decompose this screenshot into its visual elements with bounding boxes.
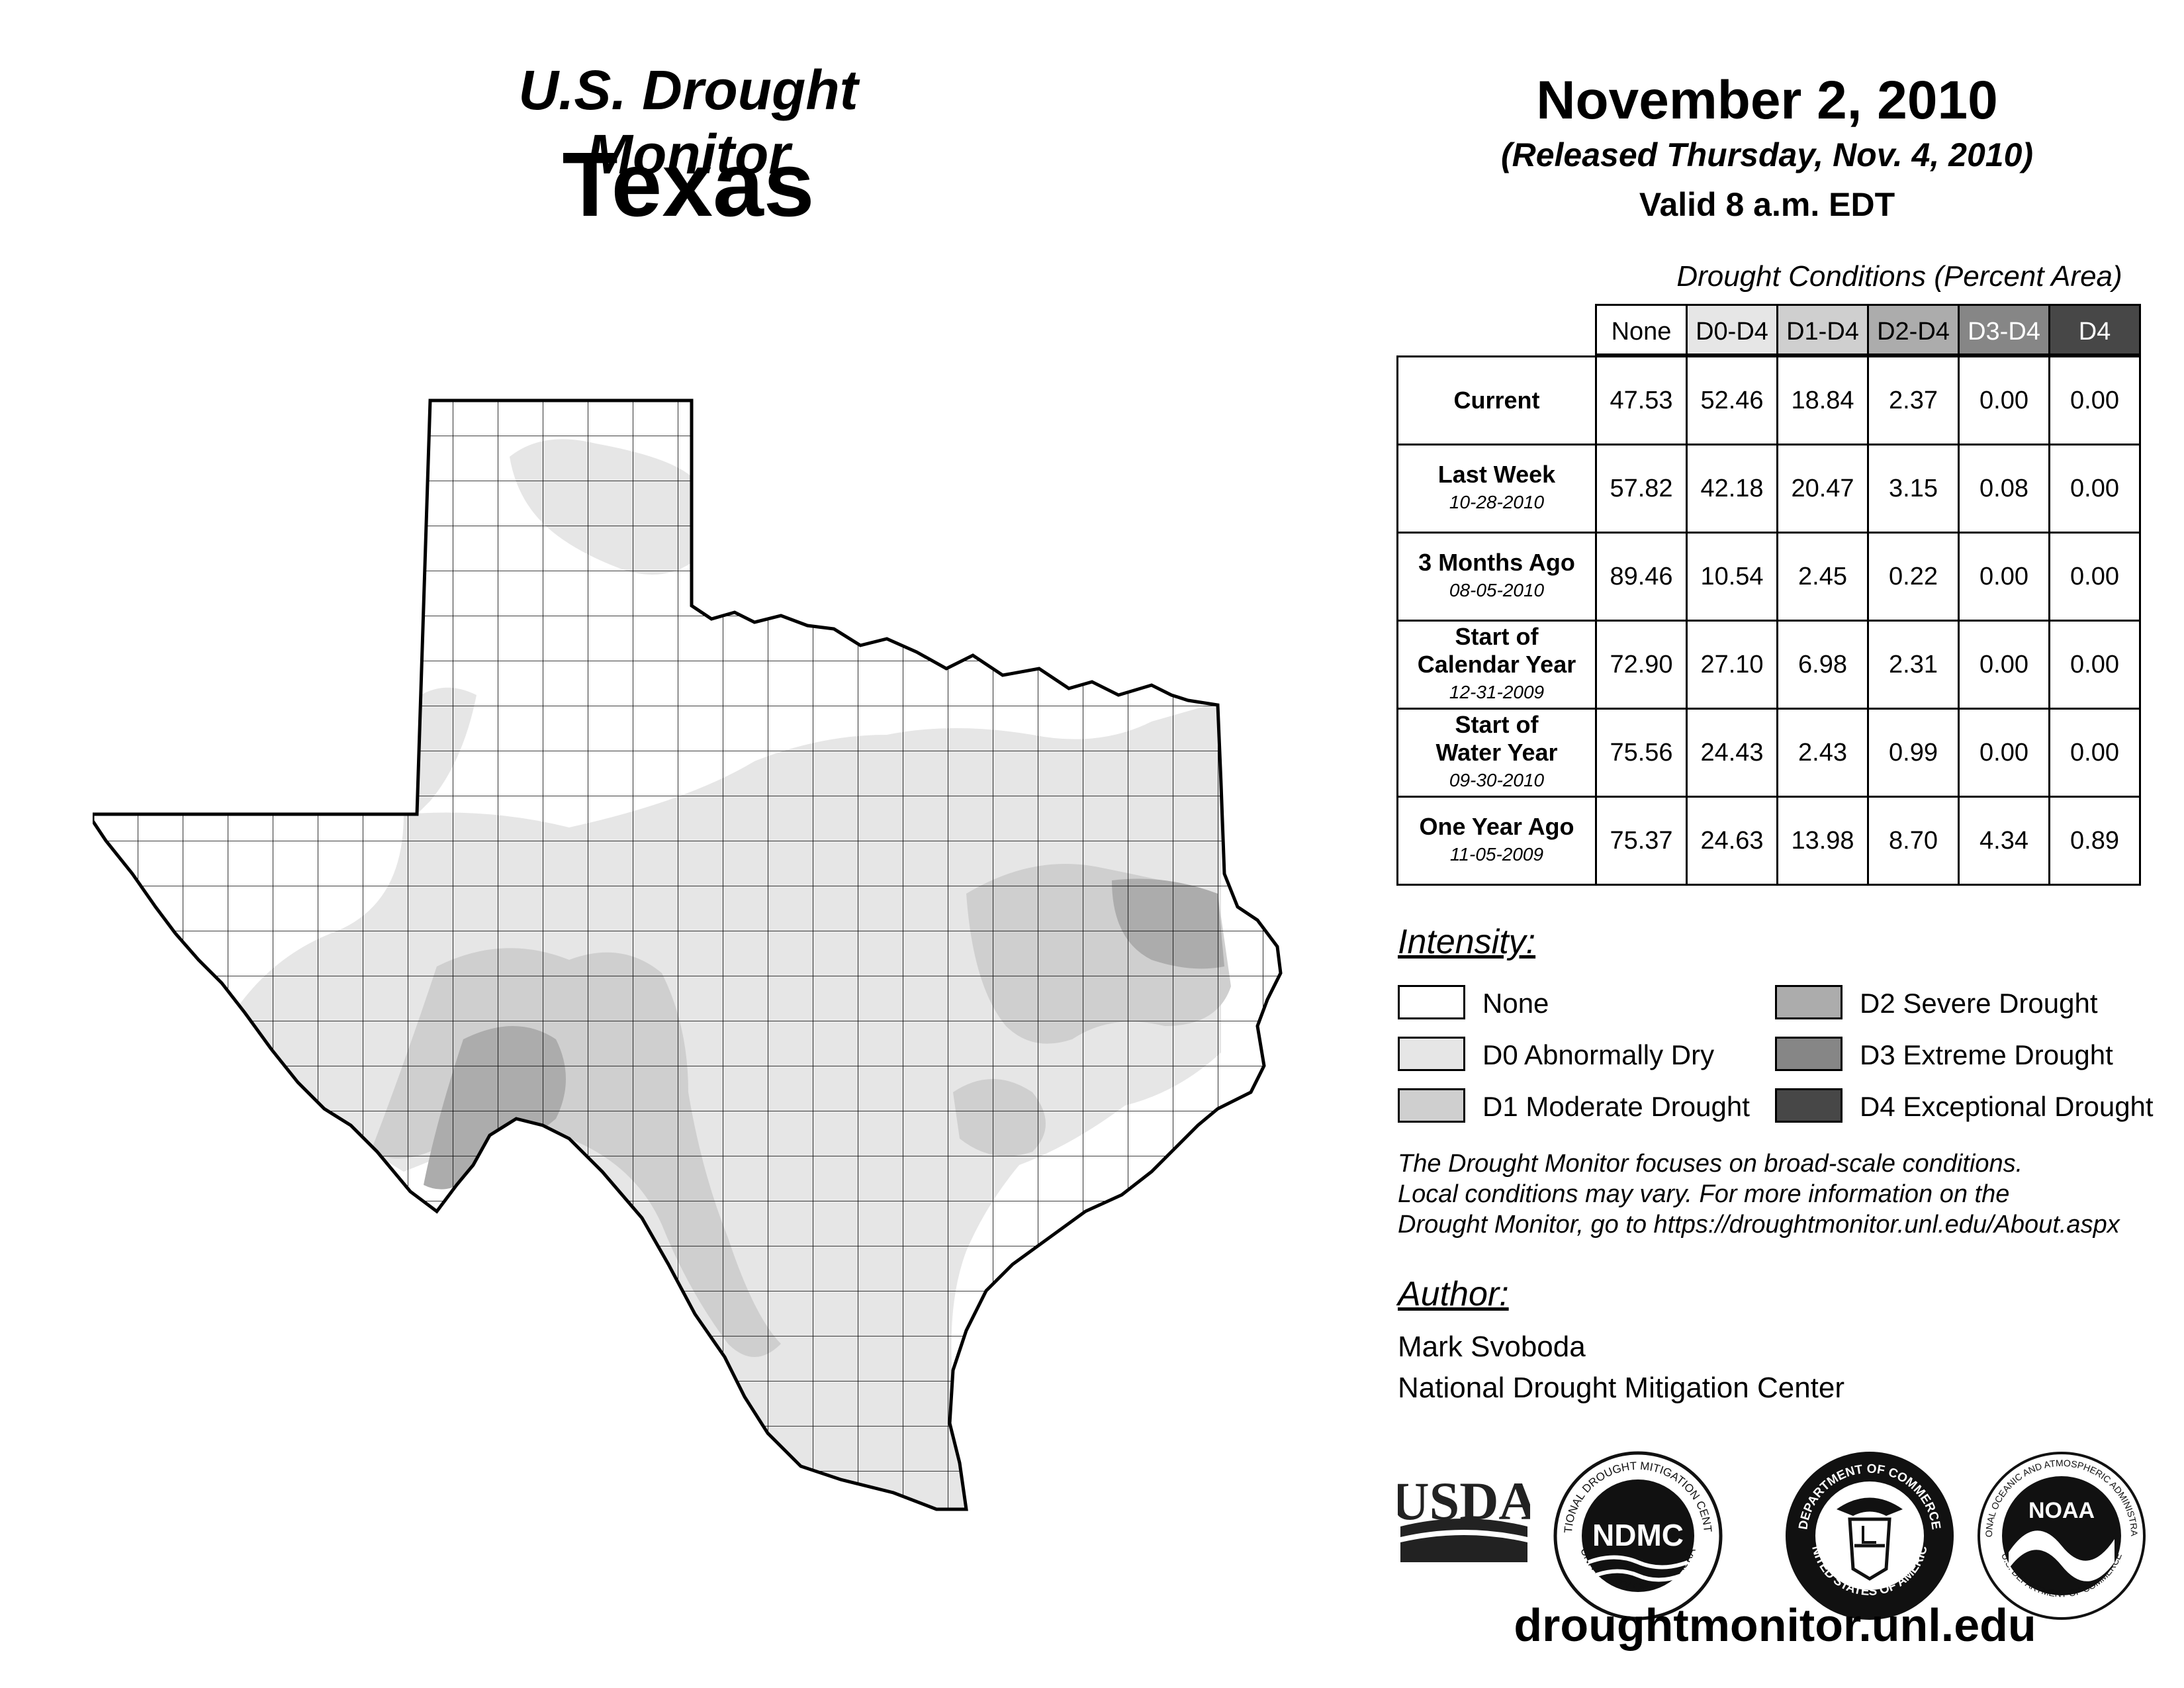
- legend-swatch: [1775, 985, 1843, 1019]
- doc-seal-logo: DEPARTMENT OF COMMERCE UNITED STATES OF …: [1776, 1436, 1959, 1625]
- table-cell: 0.89: [2048, 796, 2141, 886]
- county-lines: [93, 400, 1281, 1509]
- note-line: Local conditions may vary. For more info…: [1398, 1180, 2010, 1208]
- table-cell: 24.43: [1686, 708, 1778, 798]
- table-cell: 13.98: [1776, 796, 1869, 886]
- table-cell: 42.18: [1686, 444, 1778, 534]
- table-cell: 2.31: [1867, 620, 1960, 710]
- legend-label: D1 Moderate Drought: [1482, 1091, 1750, 1122]
- table-row: Start of Calendar Year 12-31-2009 72.90 27.1…: [1396, 620, 2141, 710]
- legend-swatch: [1398, 985, 1465, 1019]
- table-cell: 0.00: [2048, 532, 2141, 622]
- row-label: One Year Ago 11-05-2009: [1396, 796, 1597, 886]
- legend-label: D0 Abnormally Dry: [1482, 1039, 1715, 1070]
- table-cell: 0.08: [1958, 444, 2050, 534]
- usda-logo: USDA: [1390, 1463, 1538, 1569]
- table-column-header: D4: [2048, 304, 2141, 355]
- legend-label: D2 Severe Drought: [1860, 988, 2098, 1019]
- legend-label: None: [1482, 988, 1549, 1019]
- table-cell: 0.00: [1958, 708, 2050, 798]
- table-cell: 0.00: [2048, 620, 2141, 710]
- table-cell: 3.15: [1867, 444, 1960, 534]
- table-row: One Year Ago 11-05-2009 75.37 24.63 13.98 8.7…: [1396, 796, 2141, 886]
- legend-label: D3 Extreme Drought: [1860, 1039, 2113, 1070]
- table-cell: 0.00: [1958, 355, 2050, 445]
- table-caption: Drought Conditions (Percent Area): [1676, 260, 2122, 293]
- author-title: Author:: [1398, 1275, 1509, 1313]
- table-cell: 57.82: [1595, 444, 1688, 534]
- table-row: 3 Months Ago 08-05-2010 89.46 10.54 2.45 0.22…: [1396, 532, 2141, 622]
- table-cell: 6.98: [1776, 620, 1869, 710]
- table-cell: 0.00: [2048, 708, 2141, 798]
- row-label: Start of Water Year 09-30-2010: [1396, 708, 1597, 798]
- legend-swatch: [1775, 1037, 1843, 1071]
- table-cell: 75.56: [1595, 708, 1688, 798]
- noaa-logo: NATIONAL OCEANIC AND ATMOSPHERIC ADMINIS…: [1969, 1438, 2151, 1625]
- table-column-header: None: [1595, 304, 1688, 355]
- texas-map-svg: [93, 391, 1297, 1542]
- table-column-header: D0-D4: [1686, 304, 1778, 355]
- table-cell: 10.54: [1686, 532, 1778, 622]
- drought-conditions-table: Current 47.53 52.46 18.84 2.37 0.00 0.00 Last W…: [1396, 355, 2141, 886]
- release-date: (Released Thursday, Nov. 4, 2010): [1500, 136, 2034, 173]
- row-label: 3 Months Ago 08-05-2010: [1396, 532, 1597, 622]
- table-cell: 52.46: [1686, 355, 1778, 445]
- row-label: Last Week 10-28-2010: [1396, 444, 1597, 534]
- table-column-header: D3-D4: [1958, 304, 2050, 355]
- table-cell: 27.10: [1686, 620, 1778, 710]
- legend-label: D4 Exceptional Drought: [1860, 1091, 2154, 1122]
- state-title: Texas: [562, 134, 815, 236]
- table-cell: 0.00: [1958, 532, 2050, 622]
- table-cell: 89.46: [1595, 532, 1688, 622]
- author-org: National Drought Mitigation Center: [1398, 1372, 1845, 1404]
- table-cell: 0.00: [1958, 620, 2050, 710]
- table-row: Last Week 10-28-2010 57.82 42.18 20.47 3.15 0.…: [1396, 444, 2141, 534]
- table-cell: 20.47: [1776, 444, 1869, 534]
- note-line: The Drought Monitor focuses on broad-sca…: [1398, 1150, 2023, 1178]
- table-cell: 2.45: [1776, 532, 1869, 622]
- author-name: Mark Svoboda: [1398, 1331, 1586, 1363]
- table-cell: 18.84: [1776, 355, 1869, 445]
- texas-drought-map: [93, 391, 1297, 1542]
- map-date: November 2, 2010: [1536, 70, 1998, 130]
- valid-time: Valid 8 a.m. EDT: [1639, 186, 1895, 223]
- table-cell: 0.00: [2048, 355, 2141, 445]
- footer-url[interactable]: droughtmonitor.unl.edu: [1514, 1599, 2036, 1651]
- legend-swatch: [1398, 1037, 1465, 1071]
- legend-swatch: [1398, 1088, 1465, 1123]
- table-row: Current 47.53 52.46 18.84 2.37 0.00 0.00: [1396, 355, 2141, 445]
- legend-title: Intensity:: [1398, 923, 1536, 961]
- ndmc-logo: NATIONAL DROUGHT MITIGATION CENTER UNIVE…: [1545, 1436, 1727, 1625]
- table-cell: 0.99: [1867, 708, 1960, 798]
- table-cell: 72.90: [1595, 620, 1688, 710]
- table-cell: 2.37: [1867, 355, 1960, 445]
- map-subtitle: U.S. Drought Monitor: [518, 59, 858, 185]
- table-cell: 4.34: [1958, 796, 2050, 886]
- table-cell: 8.70: [1867, 796, 1960, 886]
- legend-swatch: [1775, 1088, 1843, 1123]
- table-cell: 47.53: [1595, 355, 1688, 445]
- table-cell: 75.37: [1595, 796, 1688, 886]
- disclaimer-note: The Drought Monitor focuses on broad-sca…: [1398, 1149, 2165, 1240]
- table-cell: 2.43: [1776, 708, 1869, 798]
- table-cell: 0.22: [1867, 532, 1960, 622]
- table-cell: 0.00: [2048, 444, 2141, 534]
- row-label: Current: [1396, 355, 1597, 445]
- noaa-logo-text: NOAA: [2028, 1498, 2095, 1523]
- table-column-header: D2-D4: [1867, 304, 1960, 355]
- note-line: Drought Monitor, go to https://droughtmo…: [1398, 1211, 2120, 1239]
- table-row: Start of Water Year 09-30-2010 75.56 24.43 2.…: [1396, 708, 2141, 798]
- table-column-header: D1-D4: [1776, 304, 1869, 355]
- ndmc-logo-text: NDMC: [1592, 1518, 1684, 1552]
- row-label: Start of Calendar Year 12-31-2009: [1396, 620, 1597, 710]
- table-cell: 24.63: [1686, 796, 1778, 886]
